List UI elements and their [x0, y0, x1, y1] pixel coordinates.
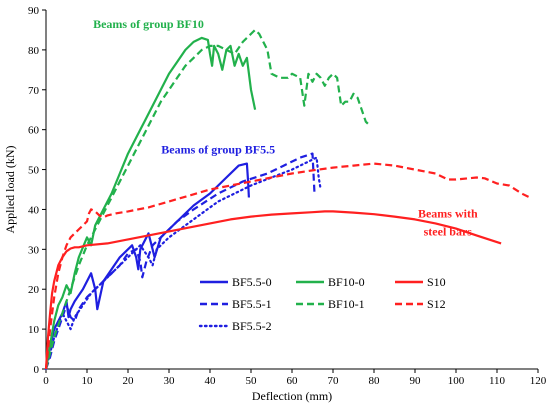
series-line-s12: [44, 162, 531, 370]
x-tick-label: 70: [328, 375, 340, 387]
legend-label: S12: [427, 297, 446, 311]
x-tick-label: 110: [489, 375, 506, 387]
series-layer: [44, 28, 531, 371]
legend-label: BF5.5-0: [232, 275, 272, 289]
series-line-bf10-0: [44, 36, 257, 370]
legend-label: BF10-0: [328, 275, 365, 289]
x-tick-label: 10: [82, 375, 94, 387]
y-tick-label: 90: [28, 5, 40, 17]
chart-annotation: Beams of group BF5.5: [161, 143, 275, 157]
y-tick-label: 70: [28, 85, 40, 97]
y-tick-label: 30: [28, 244, 40, 256]
x-tick-label: 90: [410, 375, 422, 387]
series-line-bf5_5-1: [44, 152, 316, 370]
y-tick-label: 0: [34, 364, 40, 376]
legend-label: BF10-1: [328, 297, 365, 311]
x-tick-label: 50: [246, 375, 258, 387]
y-axis-title: Applied load (kN): [3, 146, 17, 234]
legend: BF5.5-0 BF5.5-1 BF5.5-2 BF10-0 BF10-1 S10 S12: [198, 275, 446, 333]
y-tick-label: 20: [28, 284, 40, 296]
x-tick-label: 60: [287, 375, 299, 387]
chart-annotation: Beams of group BF10: [93, 17, 204, 31]
y-tick-label: 50: [28, 165, 40, 177]
series-line-s10: [44, 210, 502, 370]
x-tick-label: 0: [43, 375, 49, 387]
x-tick-label: 80: [369, 375, 381, 387]
x-tick-label: 100: [448, 375, 465, 387]
x-axis-title: Deflection (mm): [252, 389, 332, 403]
x-tick-label: 30: [164, 375, 176, 387]
annotations: Beams of group BF10 Beams of group BF5.5 B…: [93, 17, 478, 238]
chart-annotation: steel bars: [424, 224, 473, 238]
x-tick-label: 120: [530, 375, 547, 387]
y-tick-label: 60: [28, 125, 40, 137]
x-tick-label: 40: [205, 375, 217, 387]
y-tick-label: 40: [28, 204, 40, 216]
axes: 0 10 20 30 40 50 60 70 80 90 100 110 120 0 10 20 30 40 50 6…: [28, 5, 547, 387]
legend-label: BF5.5-2: [232, 319, 272, 333]
x-tick-label: 20: [123, 375, 135, 387]
series-line-bf10-1: [44, 28, 371, 370]
chart-annotation: Beams with: [418, 206, 478, 220]
series-line-bf5_5-2: [44, 156, 322, 371]
y-tick-label: 80: [28, 45, 40, 57]
legend-label: BF5.5-1: [232, 297, 272, 311]
legend-label: S10: [427, 275, 446, 289]
y-tick-label: 10: [28, 324, 40, 336]
